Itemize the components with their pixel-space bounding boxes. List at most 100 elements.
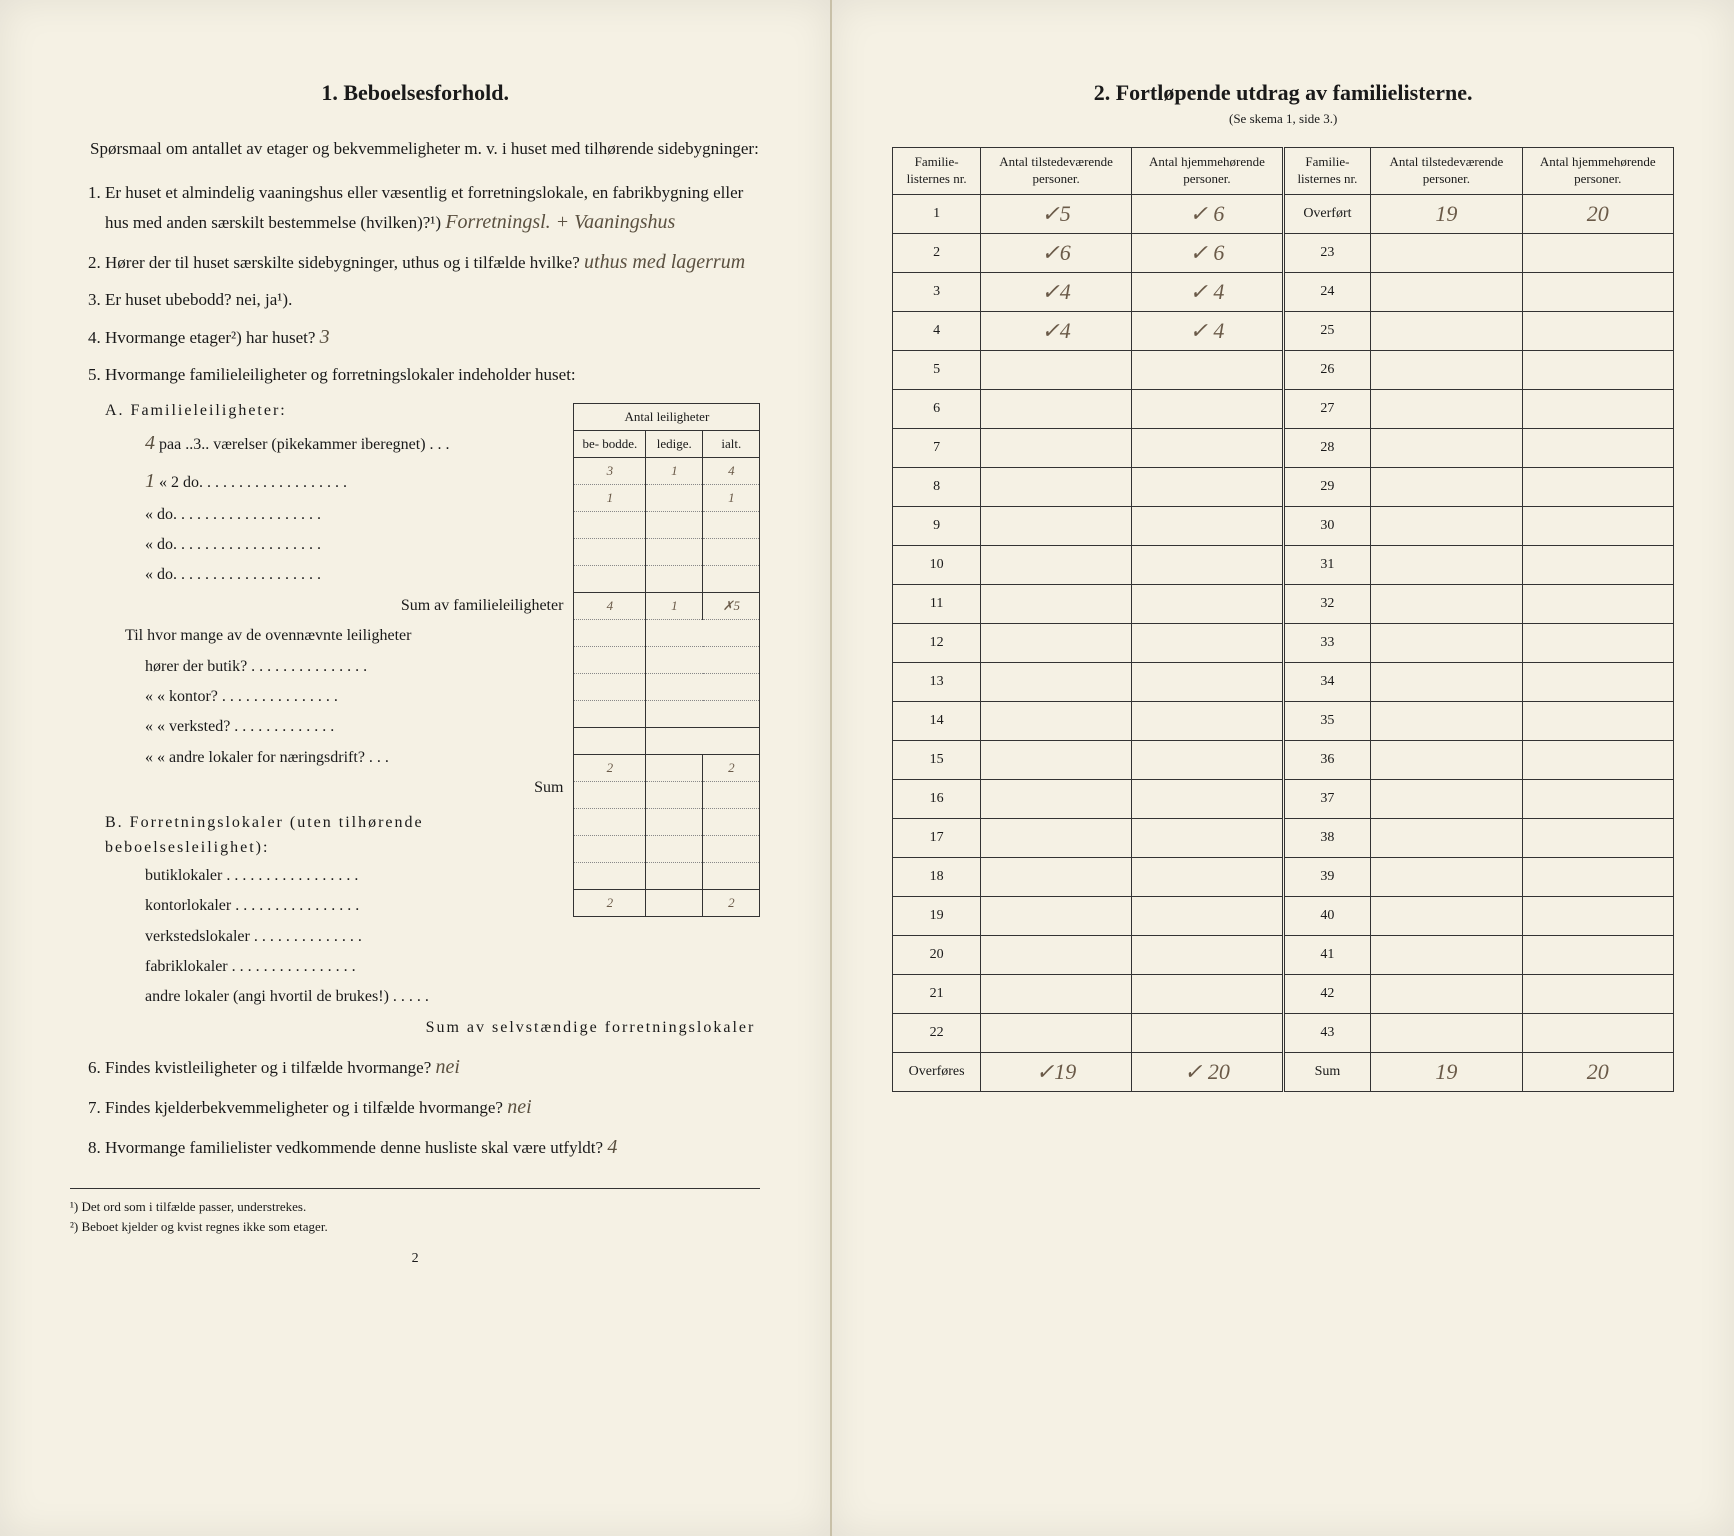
questions-list: Er huset et almindelig vaaningshus eller…	[70, 179, 760, 1164]
cell-lt	[980, 740, 1131, 779]
a0v1: 1	[646, 458, 703, 485]
table-row: 1✓5✓ 6Overført1920	[893, 194, 1674, 233]
b0v1	[646, 755, 703, 782]
b3v2	[703, 836, 760, 863]
cell-lnr: 8	[893, 467, 981, 506]
footnote-2: ²) Beboet kjelder og kvist regnes ikke s…	[70, 1217, 760, 1237]
bu1	[574, 647, 646, 674]
footnotes: ¹) Det ord som i tilfælde passer, unders…	[70, 1188, 760, 1236]
cell-lh	[1132, 623, 1283, 662]
ft-rh: 20	[1522, 1052, 1673, 1091]
sumB1	[646, 890, 703, 917]
cell-rt	[1371, 1013, 1522, 1052]
question-4: Hvormange etager²) har huset? 3	[105, 321, 760, 353]
fh4: Antal tilstedeværende personer.	[1371, 148, 1522, 195]
cell-rt	[1371, 506, 1522, 545]
ft-rnr: Sum	[1283, 1052, 1371, 1091]
a0v2: 4	[703, 458, 760, 485]
table-row: 4✓4✓ 425	[893, 311, 1674, 350]
fh2: Antal hjemmehørende personer.	[1132, 148, 1283, 195]
a3v2	[703, 539, 760, 566]
a2v2	[703, 512, 760, 539]
cell-rnr: 42	[1283, 974, 1371, 1013]
a4v2	[703, 566, 760, 593]
cell-rt	[1371, 740, 1522, 779]
intro-text: Spørsmaal om antallet av etager og bekve…	[70, 136, 760, 162]
a1p: 1	[145, 470, 155, 492]
apts-h1: ledige.	[646, 431, 703, 458]
family-table: Familie- listernes nr. Antal tilstedevær…	[892, 147, 1674, 1092]
cell-rt	[1371, 350, 1522, 389]
sumB0: 2	[574, 890, 646, 917]
cell-lh	[1132, 935, 1283, 974]
cell-lnr: 10	[893, 545, 981, 584]
b2v0	[574, 809, 646, 836]
cell-rh	[1522, 623, 1673, 662]
cell-rnr: 30	[1283, 506, 1371, 545]
cell-rh	[1522, 350, 1673, 389]
a1v0: 1	[574, 485, 646, 512]
cell-lh	[1132, 389, 1283, 428]
cell-lt	[980, 779, 1131, 818]
a4v1	[646, 566, 703, 593]
cell-lh	[1132, 779, 1283, 818]
sumB-label: Sum av selvstændige forretningslokaler	[105, 1013, 760, 1043]
cell-rh	[1522, 701, 1673, 740]
question-1: Er huset et almindelig vaaningshus eller…	[105, 179, 760, 238]
cell-rnr: 43	[1283, 1013, 1371, 1052]
cell-lh	[1132, 428, 1283, 467]
bu0	[574, 620, 646, 647]
cell-lnr: 2	[893, 233, 981, 272]
question-2: Hører der til huset særskilte sidebygnin…	[105, 246, 760, 278]
cell-lt	[980, 857, 1131, 896]
cell-rnr: Overført	[1283, 194, 1371, 233]
apts-h0: be- bodde.	[574, 431, 646, 458]
q8-answer: 4	[607, 1136, 617, 1158]
q7-answer: nei	[507, 1096, 531, 1118]
cell-lt	[980, 584, 1131, 623]
cell-rnr: 38	[1283, 818, 1371, 857]
cell-lt	[980, 818, 1131, 857]
q2-text: Hører der til huset særskilte sidebygnin…	[105, 253, 580, 272]
cell-rnr: 33	[1283, 623, 1371, 662]
cell-lnr: 5	[893, 350, 981, 389]
cell-rt: 19	[1371, 194, 1522, 233]
b3v1	[646, 836, 703, 863]
table-row: 1738	[893, 818, 1674, 857]
cell-lt	[980, 896, 1131, 935]
cell-rh	[1522, 974, 1673, 1013]
page-number-left: 2	[70, 1251, 760, 1267]
cell-rh	[1522, 1013, 1673, 1052]
cell-lh	[1132, 701, 1283, 740]
right-subtitle: (Se skema 1, side 3.)	[892, 111, 1674, 127]
cell-lnr: 19	[893, 896, 981, 935]
cell-lnr: 22	[893, 1013, 981, 1052]
b1v2	[703, 782, 760, 809]
cell-lh	[1132, 350, 1283, 389]
cell-rh	[1522, 272, 1673, 311]
cell-rnr: 26	[1283, 350, 1371, 389]
question-6: Findes kvistleiligheter og i tilfælde hv…	[105, 1051, 760, 1083]
table-row: 1132	[893, 584, 1674, 623]
cell-lt: ✓6	[980, 233, 1131, 272]
table-row: 5 26	[893, 350, 1674, 389]
table-row: 930	[893, 506, 1674, 545]
b2v2	[703, 809, 760, 836]
a2v1	[646, 512, 703, 539]
cell-lnr: 17	[893, 818, 981, 857]
question-3: Er huset ubebodd? nei, ja¹).	[105, 286, 760, 313]
cell-rnr: 32	[1283, 584, 1371, 623]
b1v0	[574, 782, 646, 809]
cell-lh	[1132, 467, 1283, 506]
a3v1	[646, 539, 703, 566]
cell-rnr: 24	[1283, 272, 1371, 311]
cell-lnr: 1	[893, 194, 981, 233]
cell-lnr: 13	[893, 662, 981, 701]
q2-answer: uthus med lagerrum	[584, 251, 745, 273]
table-row: 1839	[893, 857, 1674, 896]
cell-rnr: 28	[1283, 428, 1371, 467]
q5-text: Hvormange familieleiligheter og forretni…	[105, 365, 576, 384]
apts-top-header: Antal leiligheter	[574, 404, 760, 431]
footnote-1: ¹) Det ord som i tilfælde passer, unders…	[70, 1197, 760, 1217]
bu0b	[646, 620, 703, 647]
